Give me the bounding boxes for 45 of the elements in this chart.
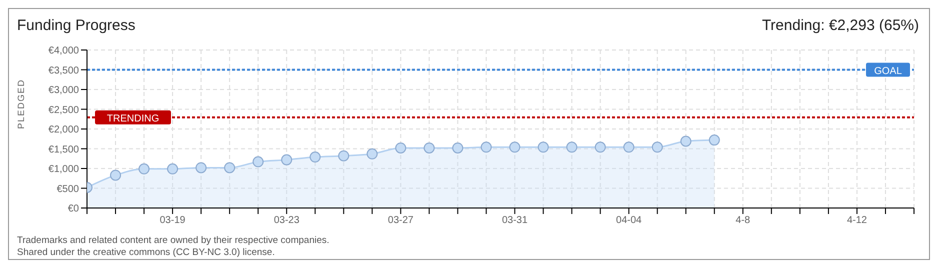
point — [538, 142, 549, 153]
point — [652, 142, 663, 153]
point — [509, 142, 520, 153]
y-axis-title: PLEDGED — [16, 78, 26, 129]
point — [110, 170, 122, 181]
y-tick-label: €500 — [56, 184, 80, 195]
point — [281, 154, 292, 166]
point — [395, 142, 406, 154]
y-tick-label: €2,500 — [48, 104, 80, 116]
point — [167, 163, 178, 174]
y-tick-label: €3,000 — [48, 85, 80, 96]
point — [424, 142, 435, 154]
ref-line-label: TRENDING — [106, 113, 160, 124]
point — [680, 136, 692, 147]
x-tick-label: 03-31 — [502, 215, 528, 226]
text: Shared under the creative commons (CC BY-NC 3.0) license. — [17, 247, 276, 259]
point — [594, 142, 606, 153]
ref-line-label: GOAL — [874, 66, 902, 77]
text: Trademarks and related content are owned by their respective companies. — [17, 235, 330, 247]
y-tick-label: €4,000 — [48, 46, 80, 57]
x-tick-label: 03-23 — [274, 215, 300, 226]
point — [196, 162, 207, 174]
point — [138, 163, 150, 174]
point — [566, 142, 578, 153]
point — [252, 156, 264, 168]
point — [708, 134, 720, 146]
y-tick-label: €1,500 — [48, 144, 80, 156]
chart-title: Funding Progress — [17, 17, 136, 34]
point — [480, 142, 492, 153]
x-tick-label: 03-27 — [388, 215, 414, 226]
y-tick-label: €3,500 — [48, 65, 80, 76]
chart-subtitle: Trending: €2,293 (65%) — [762, 17, 919, 34]
point — [452, 142, 464, 154]
y-tick-label: €0 — [68, 204, 80, 215]
y-tick-label: €2,000 — [48, 124, 80, 136]
x-tick-label: 04-04 — [616, 215, 642, 226]
point — [338, 150, 350, 162]
x-tick-label: 03-19 — [160, 215, 186, 226]
x-tick-label: 4-12 — [846, 215, 868, 226]
point — [623, 142, 634, 153]
point — [224, 162, 236, 174]
point — [310, 152, 321, 163]
y-tick-label: €1,000 — [48, 164, 80, 176]
x-tick-label: 4-8 — [736, 215, 751, 226]
point — [366, 148, 378, 160]
